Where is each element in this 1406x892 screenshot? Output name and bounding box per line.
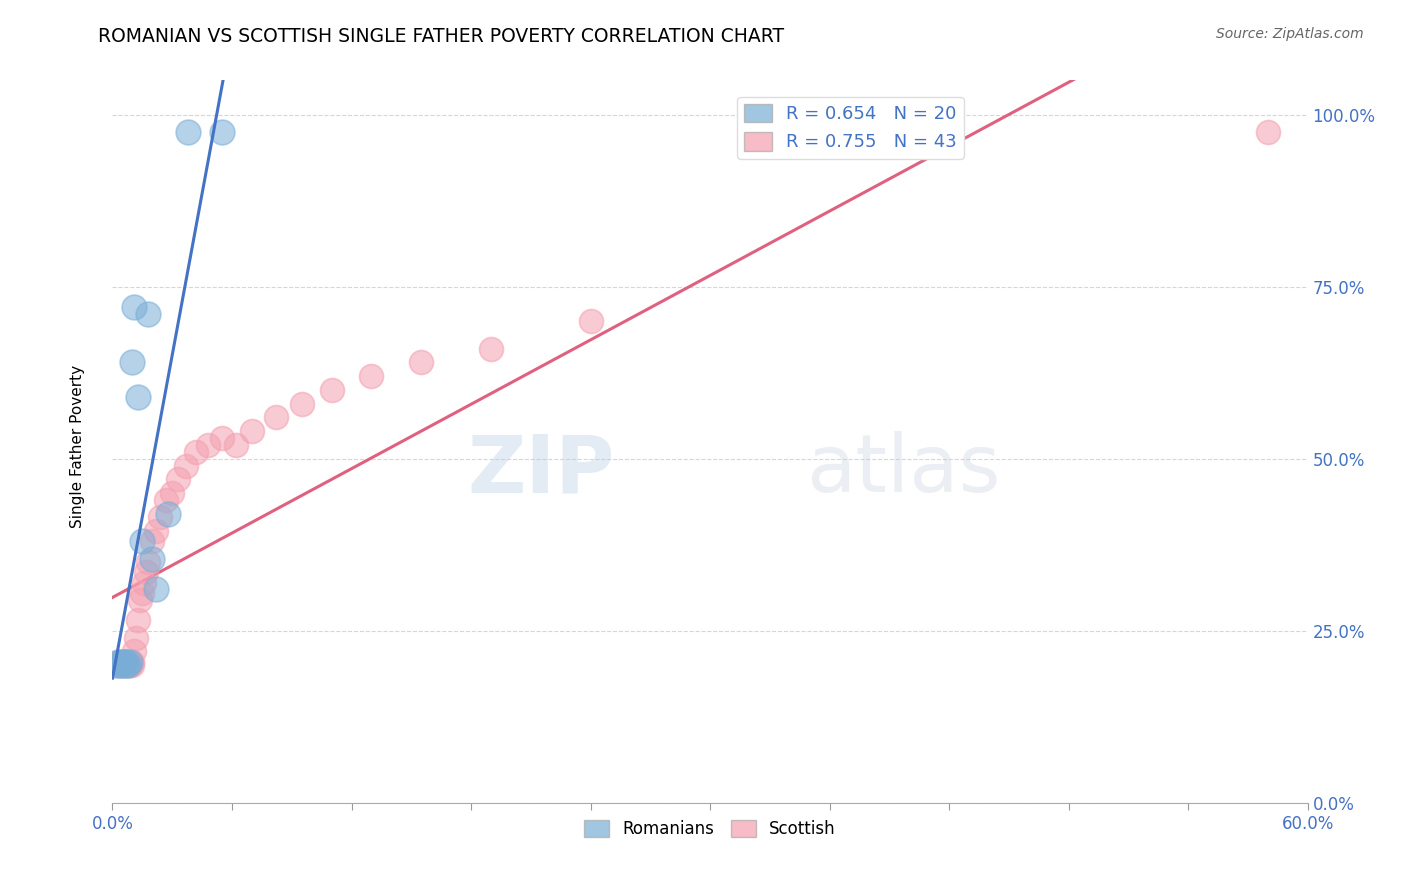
Point <box>177 125 200 139</box>
Point <box>162 486 183 500</box>
Point <box>107 655 129 669</box>
Point <box>225 438 247 452</box>
Point <box>134 575 156 590</box>
Point <box>145 524 167 538</box>
Text: Single Father Poverty: Single Father Poverty <box>70 365 84 527</box>
Point <box>121 655 143 669</box>
Point <box>141 551 163 566</box>
Point <box>111 655 134 669</box>
Point <box>127 614 149 628</box>
Point <box>114 655 135 669</box>
Point <box>579 314 602 328</box>
Point <box>145 582 167 597</box>
Point <box>211 125 233 139</box>
Text: atlas: atlas <box>806 432 1000 509</box>
Point <box>107 655 129 669</box>
Point <box>127 390 149 404</box>
Point <box>121 355 143 369</box>
Point <box>167 472 190 486</box>
Point <box>110 658 132 673</box>
Point <box>141 534 163 549</box>
Point <box>117 658 139 673</box>
Point <box>131 586 153 600</box>
Point <box>120 655 142 669</box>
Point <box>114 655 135 669</box>
Point <box>411 355 433 369</box>
Point <box>105 658 128 673</box>
Point <box>360 369 382 384</box>
Point <box>111 655 134 669</box>
Point <box>120 658 142 673</box>
Point <box>174 458 197 473</box>
Point <box>125 631 148 645</box>
Point <box>157 507 180 521</box>
Point <box>197 438 219 452</box>
Point <box>479 342 502 356</box>
Point <box>138 307 160 321</box>
Point <box>121 658 143 673</box>
Point <box>131 534 153 549</box>
Point <box>149 510 172 524</box>
Point <box>115 658 138 673</box>
Legend: Romanians, Scottish: Romanians, Scottish <box>578 814 842 845</box>
Point <box>110 655 132 669</box>
Point <box>111 658 134 673</box>
Point <box>211 431 233 445</box>
Point <box>105 658 128 673</box>
Point <box>135 566 157 580</box>
Text: Source: ZipAtlas.com: Source: ZipAtlas.com <box>1216 27 1364 41</box>
Text: ZIP: ZIP <box>467 432 614 509</box>
Point <box>155 493 177 508</box>
Point <box>186 445 208 459</box>
Point <box>240 424 263 438</box>
Point <box>111 658 134 673</box>
Text: ROMANIAN VS SCOTTISH SINGLE FATHER POVERTY CORRELATION CHART: ROMANIAN VS SCOTTISH SINGLE FATHER POVER… <box>98 27 785 45</box>
Point <box>129 592 152 607</box>
Point <box>110 658 132 673</box>
Point <box>115 655 138 669</box>
Point <box>138 555 160 569</box>
Point <box>114 658 135 673</box>
Point <box>264 410 287 425</box>
Point <box>1257 125 1279 139</box>
Point <box>117 655 139 669</box>
Point <box>321 383 343 397</box>
Point <box>291 397 314 411</box>
Point <box>124 301 146 315</box>
Point <box>117 658 139 673</box>
Point <box>115 655 138 669</box>
Point <box>124 644 146 658</box>
Point <box>115 658 138 673</box>
